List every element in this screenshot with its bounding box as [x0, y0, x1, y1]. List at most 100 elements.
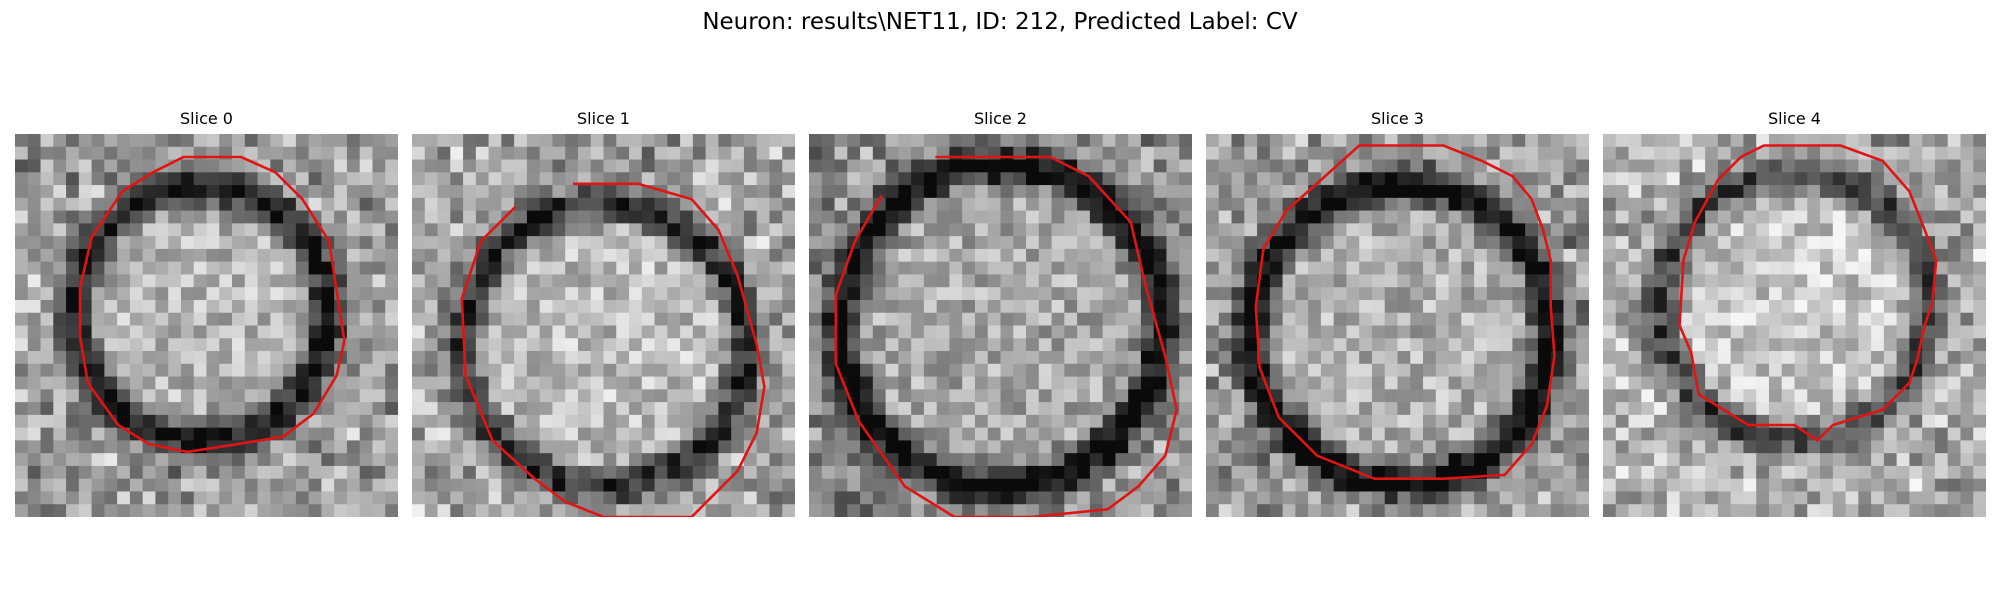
image-pixel: [1934, 491, 1949, 505]
image-pixel: [603, 223, 617, 237]
image-pixel: [1359, 312, 1373, 327]
image-pixel: [911, 312, 925, 327]
image-pixel: [872, 146, 887, 161]
image-pixel: [321, 134, 335, 148]
image-pixel: [1051, 146, 1065, 161]
image-pixel: [629, 427, 643, 441]
image-pixel: [372, 414, 386, 429]
image-pixel: [590, 414, 605, 429]
segmentation-contour: [78, 155, 346, 454]
image-pixel: [743, 376, 758, 390]
image-pixel: [1486, 134, 1501, 148]
image-pixel: [488, 223, 502, 237]
image-pixel: [193, 159, 208, 173]
image-pixel: [40, 312, 54, 327]
image-pixel: [412, 402, 426, 416]
image-pixel: [1038, 248, 1053, 263]
image-pixel: [1666, 223, 1681, 237]
image-pixel: [1922, 159, 1936, 173]
image-pixel: [1282, 478, 1296, 493]
image-pixel: [257, 261, 271, 276]
image-pixel: [1550, 210, 1565, 224]
image-pixel: [437, 287, 451, 301]
image-pixel: [769, 274, 783, 288]
image-pixel: [616, 274, 630, 288]
image-pixel: [450, 223, 464, 237]
image-pixel: [629, 134, 643, 148]
image-pixel: [168, 299, 182, 314]
image-pixel: [1308, 504, 1322, 517]
image-pixel: [1679, 389, 1693, 403]
image-pixel: [1858, 185, 1872, 199]
image-pixel: [834, 491, 848, 505]
image-pixel: [1666, 491, 1681, 505]
image-pixel: [1153, 236, 1168, 250]
image-pixel: [346, 197, 361, 212]
image-pixel: [1934, 363, 1949, 378]
image-pixel: [616, 185, 630, 199]
image-pixel: [372, 453, 386, 467]
image-pixel: [1743, 465, 1757, 480]
image-pixel: [898, 427, 912, 441]
image-pixel: [911, 440, 925, 454]
image-pixel: [1077, 414, 1091, 429]
image-pixel: [1576, 146, 1589, 161]
image-pixel: [412, 248, 426, 263]
image-pixel: [1089, 465, 1104, 480]
image-pixel: [539, 338, 554, 352]
image-pixel: [1730, 210, 1745, 224]
image-pixel: [756, 325, 771, 339]
image-pixel: [1384, 312, 1399, 327]
image-pixel: [680, 376, 694, 390]
image-pixel: [1909, 453, 1923, 467]
image-pixel: [1576, 427, 1589, 441]
image-pixel: [1269, 274, 1284, 288]
image-pixel: [590, 274, 605, 288]
image-pixel: [1909, 504, 1923, 517]
image-pixel: [1768, 299, 1783, 314]
image-pixel: [1641, 453, 1655, 467]
image-pixel: [168, 351, 182, 365]
image-pixel: [1423, 351, 1437, 365]
image-pixel: [1423, 223, 1437, 237]
image-pixel: [53, 236, 67, 250]
image-pixel: [1807, 376, 1821, 390]
image-pixel: [1525, 491, 1539, 505]
image-pixel: [180, 325, 195, 339]
image-pixel: [346, 299, 361, 314]
image-pixel: [385, 453, 398, 467]
image-pixel: [488, 414, 502, 429]
image-pixel: [616, 389, 630, 403]
slice-svg: [412, 134, 795, 517]
image-pixel: [1064, 325, 1078, 339]
image-pixel: [40, 363, 54, 378]
image-pixel: [1654, 287, 1668, 301]
image-pixel: [1206, 299, 1220, 314]
image-pixel: [898, 440, 912, 454]
image-pixel: [372, 287, 386, 301]
image-pixel: [1333, 146, 1348, 161]
image-pixel: [552, 261, 566, 276]
image-pixel: [1960, 440, 1974, 454]
image-pixel: [27, 312, 42, 327]
image-pixel: [308, 389, 322, 403]
image-pixel: [1896, 402, 1910, 416]
image-pixel: [1845, 363, 1859, 378]
image-pixel: [718, 223, 732, 237]
image-pixel: [526, 172, 541, 186]
image-pixel: [1679, 312, 1693, 327]
image-pixel: [463, 478, 477, 493]
image-pixel: [180, 414, 195, 429]
image-pixel: [1038, 210, 1053, 224]
image-pixel: [1359, 491, 1373, 505]
image-pixel: [1973, 363, 1986, 378]
image-pixel: [321, 402, 335, 416]
image-pixel: [1397, 478, 1411, 493]
image-pixel: [1384, 414, 1399, 429]
image-pixel: [974, 197, 989, 212]
image-pixel: [1666, 210, 1681, 224]
image-pixel: [53, 325, 67, 339]
image-pixel: [654, 389, 668, 403]
image-pixel: [1333, 236, 1348, 250]
image-pixel: [1448, 402, 1462, 416]
